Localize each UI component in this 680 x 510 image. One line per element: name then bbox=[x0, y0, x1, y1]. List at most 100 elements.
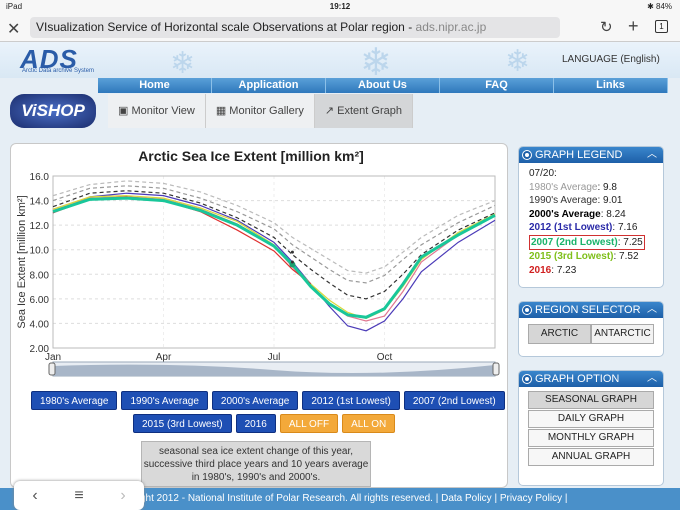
page-domain: ads.nipr.ac.jp bbox=[415, 20, 487, 34]
address-bar[interactable]: VIsualization Service of Horizontal scal… bbox=[30, 17, 560, 38]
legend-header[interactable]: GRAPH LEGEND ︿ bbox=[519, 147, 663, 163]
legend-value: 7.23 bbox=[556, 264, 577, 276]
tab-monitor-gallery[interactable]: ▦ Monitor Gallery bbox=[205, 94, 315, 128]
logo-subtitle: Arctic Data archive System bbox=[22, 68, 95, 74]
region-header[interactable]: REGION SELECTOR ︿ bbox=[519, 302, 663, 318]
collapse-icon[interactable]: ︿ bbox=[647, 304, 657, 315]
graph-panel: Arctic Sea Ice Extent [million km²] 16.0… bbox=[10, 143, 508, 488]
nav-about[interactable]: About Us bbox=[326, 78, 440, 93]
ads-logo[interactable]: ADS bbox=[20, 44, 78, 74]
graph-legend-panel: GRAPH LEGEND ︿ 07/20: 1980's Average: 9.8… bbox=[518, 146, 664, 288]
forward-icon[interactable]: › bbox=[120, 486, 126, 504]
device-label: iPad bbox=[6, 2, 23, 11]
tab-monitor-view[interactable]: ▣ Monitor View bbox=[108, 94, 206, 128]
status-bar: iPad 19:12 ✱ 84% bbox=[0, 0, 680, 14]
y-tick-label: 12.0 bbox=[30, 221, 50, 232]
tab-label: Extent Graph bbox=[337, 105, 402, 117]
series-buttons-row1: 1980's Average 1990's Average 2000's Ave… bbox=[31, 391, 505, 410]
y-tick-label: 8.00 bbox=[30, 270, 50, 281]
legend-label: 2016 bbox=[529, 264, 552, 276]
y-axis-label: Sea Ice Extent [million km²] bbox=[16, 195, 28, 328]
region-selector-panel: REGION SELECTOR ︿ ARCTIC ANTARCTIC bbox=[518, 301, 664, 357]
legend-row: 1990's Average: 9.01 bbox=[529, 195, 623, 206]
bullet-icon bbox=[523, 375, 531, 383]
series-line bbox=[52, 185, 496, 284]
collapse-icon[interactable]: ︿ bbox=[647, 149, 657, 160]
legend-row: 2016: 7.23 bbox=[529, 264, 577, 276]
btn-2000s[interactable]: 2000's Average bbox=[211, 391, 299, 410]
legend-row: 2015 (3rd Lowest): 7.52 bbox=[529, 251, 639, 262]
y-tick-label: 14.0 bbox=[30, 197, 50, 208]
battery-status: ✱ 84% bbox=[647, 2, 672, 11]
slider-handle-right[interactable] bbox=[492, 362, 500, 376]
tab-extent-graph[interactable]: ↗ Extent Graph bbox=[314, 94, 413, 128]
btn-2016[interactable]: 2016 bbox=[235, 414, 276, 433]
legend-label: 1980's Average bbox=[529, 181, 598, 193]
x-tick-label: Oct bbox=[377, 352, 393, 363]
y-tick-label: 6.00 bbox=[30, 295, 50, 306]
browser-toolbar: ‹ ≡ › bbox=[14, 481, 144, 510]
data-policy-link[interactable]: Data Policy bbox=[441, 493, 492, 504]
image-icon: ▣ bbox=[118, 105, 132, 117]
btn-1990s[interactable]: 1990's Average bbox=[121, 391, 208, 410]
series-line bbox=[52, 196, 496, 319]
option-seasonal[interactable]: SEASONAL GRAPH bbox=[528, 391, 654, 409]
nav-application[interactable]: Application bbox=[212, 78, 326, 93]
y-tick-label: 2.00 bbox=[30, 344, 50, 355]
nav-links[interactable]: Links bbox=[554, 78, 668, 93]
snowflake-icon: ❄ bbox=[505, 45, 531, 78]
grid-icon: ▦ bbox=[215, 105, 230, 117]
tabs-button[interactable]: 1 bbox=[655, 20, 668, 33]
privacy-policy-link[interactable]: Privacy Policy bbox=[499, 493, 563, 504]
chart-caption: seasonal sea ice extent change of this y… bbox=[141, 441, 371, 487]
graph-option-panel: GRAPH OPTION ︿ SEASONAL GRAPH DAILY GRAPH… bbox=[518, 370, 664, 486]
menu-icon[interactable]: ≡ bbox=[74, 486, 84, 504]
btn-2007[interactable]: 2007 (2nd Lowest) bbox=[403, 391, 505, 410]
clock: 19:12 bbox=[329, 2, 351, 11]
back-icon[interactable]: ‹ bbox=[32, 486, 38, 504]
region-antarctic[interactable]: ANTARCTIC bbox=[591, 324, 654, 344]
legend-value: 9.01 bbox=[603, 195, 623, 206]
series-line bbox=[52, 180, 496, 274]
bullet-icon bbox=[523, 151, 531, 159]
nav-home[interactable]: Home bbox=[98, 78, 212, 93]
collapse-icon[interactable]: ︿ bbox=[647, 373, 657, 384]
option-monthly[interactable]: MONTHLY GRAPH bbox=[528, 429, 654, 447]
current-point bbox=[290, 260, 294, 264]
option-daily[interactable]: DAILY GRAPH bbox=[528, 410, 654, 428]
sub-nav: ▣ Monitor View ▦ Monitor Gallery ↗ Exten… bbox=[108, 94, 413, 128]
copyright-text: ght 2012 - National Institute of Polar R… bbox=[140, 493, 433, 504]
legend-label: 2007 (2nd Lowest) bbox=[531, 236, 618, 248]
current-point bbox=[289, 261, 296, 268]
all-on-button[interactable]: ALL ON bbox=[342, 414, 396, 433]
legend-date: 07/20: bbox=[529, 168, 557, 179]
legend-label: 2000's Average bbox=[529, 208, 601, 220]
legend-label: 2012 (1st Lowest) bbox=[529, 222, 613, 233]
reload-icon[interactable]: ↻ bbox=[600, 19, 613, 36]
legend-value: 7.16 bbox=[617, 222, 638, 233]
language-selector[interactable]: LANGUAGE (English) bbox=[562, 54, 660, 65]
snowflake-icon: ❄ bbox=[170, 47, 196, 80]
option-annual[interactable]: ANNUAL GRAPH bbox=[528, 448, 654, 466]
nav-faq[interactable]: FAQ bbox=[440, 78, 554, 93]
all-off-button[interactable]: ALL OFF bbox=[279, 414, 339, 433]
slider-handle-left[interactable] bbox=[48, 362, 56, 376]
btn-1980s[interactable]: 1980's Average bbox=[31, 391, 118, 410]
legend-row: 1980's Average: 9.8 bbox=[529, 181, 617, 193]
region-arctic[interactable]: ARCTIC bbox=[528, 324, 591, 344]
close-icon[interactable]: ✕ bbox=[7, 21, 21, 38]
x-tick-label: Jan bbox=[45, 352, 61, 363]
legend-value: 9.8 bbox=[603, 181, 617, 193]
option-title: GRAPH OPTION bbox=[535, 373, 620, 385]
btn-2015[interactable]: 2015 (3rd Lowest) bbox=[133, 414, 232, 433]
legend-list: 07/20: 1980's Average: 9.8 1990's Average… bbox=[519, 163, 663, 281]
btn-2012[interactable]: 2012 (1st Lowest) bbox=[302, 391, 400, 410]
page-title: VIsualization Service of Horizontal scal… bbox=[36, 20, 405, 34]
main-nav: Home Application About Us FAQ Links bbox=[98, 78, 668, 93]
current-point bbox=[290, 250, 294, 254]
tab-label: Monitor View bbox=[131, 105, 195, 117]
new-tab-icon[interactable]: + bbox=[628, 16, 639, 36]
vishop-logo[interactable]: ViSHOP bbox=[10, 94, 96, 128]
option-header[interactable]: GRAPH OPTION ︿ bbox=[519, 371, 663, 387]
